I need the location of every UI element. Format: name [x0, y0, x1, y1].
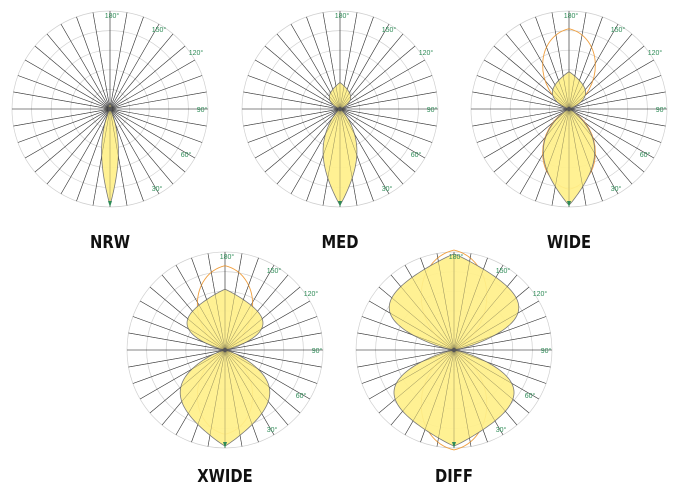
polar-diagram-wide: 180° 150° 120° 90° 60° 30° [470, 10, 668, 208]
angle-tick-label: 60° [525, 392, 536, 400]
angle-tick-label: 150° [611, 26, 626, 34]
center-point [566, 106, 572, 112]
angle-tick-label: 120° [419, 49, 434, 57]
center-point [107, 106, 113, 112]
angle-tick-label: 180° [335, 12, 350, 20]
center-point [222, 347, 228, 353]
center-point [337, 106, 343, 112]
angle-tick-label: 150° [496, 267, 511, 275]
angle-tick-label: 60° [296, 392, 307, 400]
angle-tick-label: 90° [312, 347, 323, 355]
angle-tick-label: 150° [152, 26, 167, 34]
caption-xwide: XWIDE [197, 466, 253, 487]
angle-tick-label: 30° [267, 426, 278, 434]
angle-tick-label: 90° [197, 106, 208, 114]
angle-tick-label: 180° [449, 253, 464, 261]
angle-tick-label: 180° [564, 12, 579, 20]
polar-diagram-xwide: 180° 150° 120° 90° 60° 30° [126, 251, 324, 449]
angle-tick-label: 60° [411, 151, 422, 159]
angle-tick-label: 90° [656, 106, 667, 114]
angle-tick-label: 90° [541, 347, 552, 355]
angle-tick-label: 120° [533, 290, 548, 298]
angle-tick-label: 150° [382, 26, 397, 34]
axis-marker [452, 442, 456, 448]
angle-tick-label: 120° [304, 290, 319, 298]
angle-tick-label: 60° [640, 151, 651, 159]
angle-tick-label: 30° [382, 185, 393, 193]
angle-tick-label: 180° [105, 12, 120, 20]
angle-tick-label: 120° [648, 49, 663, 57]
axis-marker [567, 201, 571, 207]
axis-marker [108, 201, 112, 207]
angle-tick-label: 60° [181, 151, 192, 159]
polar-diagram-diff: 180° 150° 120° 90° 60° 30° [355, 249, 553, 451]
angle-tick-label: 120° [189, 49, 204, 57]
angle-tick-label: 30° [496, 426, 507, 434]
angle-tick-label: 30° [152, 185, 163, 193]
angle-tick-label: 90° [427, 106, 438, 114]
angle-tick-label: 180° [220, 253, 235, 261]
center-point [451, 347, 457, 353]
angle-tick-label: 150° [267, 267, 282, 275]
caption-nrw: NRW [89, 232, 131, 253]
axis-marker [223, 442, 227, 448]
axis-marker [338, 201, 342, 207]
polar-diagram-med: 180° 150° 120° 90° 60° 30° [241, 10, 439, 208]
caption-med: MED [321, 232, 359, 253]
caption-wide: WIDE [546, 232, 592, 253]
polar-diagram-nrw: 180° 150° 120° 90° 60° 30° [11, 10, 209, 208]
caption-diff: DIFF [435, 466, 473, 487]
angle-tick-label: 30° [611, 185, 622, 193]
